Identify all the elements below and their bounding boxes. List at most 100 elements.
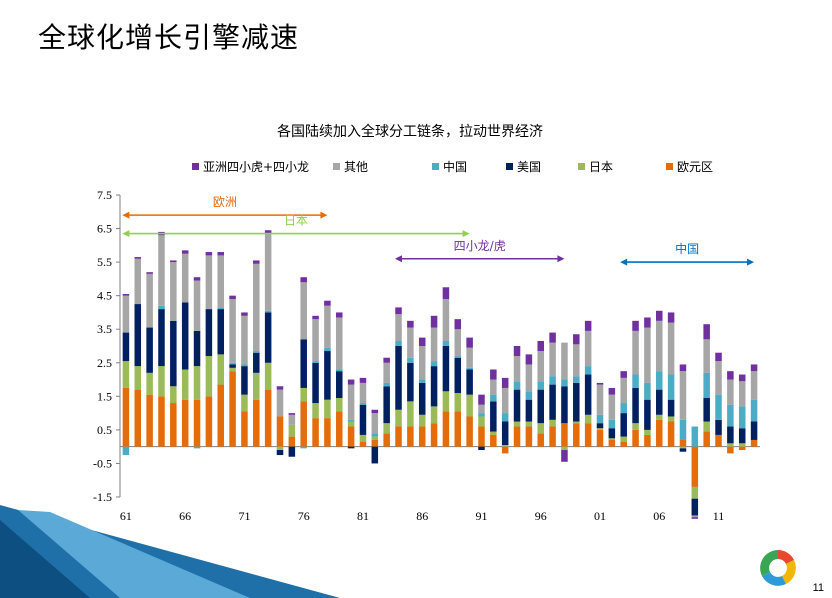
bar-segment — [288, 414, 296, 425]
bar-segment — [336, 369, 343, 372]
legend-label: 美国 — [517, 160, 541, 174]
bar-segment — [122, 361, 130, 388]
bar-segment — [561, 450, 568, 462]
bar-segment — [146, 273, 153, 328]
bar-segment — [122, 332, 130, 362]
bar-segment — [501, 413, 509, 422]
bar-segment — [573, 344, 580, 377]
bar-segment — [407, 357, 414, 363]
bar-segment — [407, 320, 414, 328]
bar-segment — [549, 332, 556, 343]
bar-segment — [383, 357, 390, 363]
bar-segment — [371, 439, 379, 447]
bar-segment — [703, 372, 710, 399]
bar-segment — [276, 450, 284, 456]
bar-segment — [715, 434, 722, 447]
bar-segment — [253, 351, 260, 353]
bar-segment — [644, 399, 651, 430]
decor-wedge-deep — [0, 520, 90, 598]
bar-segment — [478, 394, 485, 405]
bar-segment — [359, 434, 367, 442]
legend-swatch — [578, 163, 585, 170]
bar-segment — [679, 371, 687, 420]
bar-segment — [549, 419, 556, 427]
bar-segment — [407, 426, 414, 447]
bar-segment — [584, 423, 592, 447]
bar-segment — [430, 315, 438, 328]
bar-segment — [738, 406, 746, 429]
annotation-label: 中国 — [675, 241, 699, 256]
bar-segment — [146, 372, 153, 395]
bar-segment — [703, 421, 710, 432]
bar-segment — [738, 374, 746, 382]
bar-segment — [122, 387, 130, 447]
bar-segment — [691, 446, 699, 487]
bar-segment — [608, 428, 616, 439]
bar-segment — [561, 423, 568, 447]
bar-segment — [501, 387, 509, 414]
y-tick-label: -1.5 — [93, 490, 112, 504]
bar-segment — [418, 414, 426, 427]
bar-segment — [395, 346, 402, 410]
bar-segment — [596, 384, 604, 415]
bar-segment — [537, 340, 544, 352]
bar-segment — [193, 446, 201, 449]
bar-segment — [383, 423, 390, 434]
bar-segment — [632, 423, 639, 430]
bar-segment — [336, 371, 343, 399]
legend-label: 日本 — [589, 160, 613, 174]
annotation-label: 四小龙/虎 — [454, 239, 506, 253]
bar-segment — [750, 399, 758, 422]
bar-segment — [596, 428, 604, 430]
bar-segment — [466, 394, 473, 417]
bar-segment — [561, 342, 568, 380]
bar-segment — [371, 446, 379, 464]
bar-segment — [158, 396, 165, 447]
bar-segment — [170, 403, 177, 447]
bar-segment — [395, 426, 402, 447]
bar-segment — [264, 310, 272, 313]
bar-segment — [134, 258, 142, 305]
bar-segment — [525, 364, 533, 392]
x-tick-label: 91 — [475, 509, 487, 523]
bar-segment — [620, 413, 627, 437]
bar-segment — [715, 419, 722, 435]
bar-segment — [146, 327, 153, 373]
bar-segment — [217, 309, 224, 355]
x-tick-label: 66 — [179, 509, 191, 523]
bar-segment — [454, 357, 462, 393]
bar-segment — [490, 394, 497, 402]
annotation-label: 日本 — [284, 214, 308, 228]
bar-segment — [324, 351, 331, 400]
bar-segment — [371, 409, 379, 414]
bar-segment — [193, 280, 201, 331]
bar-segment — [347, 419, 355, 422]
bar-segment — [347, 384, 355, 420]
bar-segment — [549, 426, 556, 447]
bar-segment — [691, 486, 699, 499]
bar-segment — [158, 235, 165, 306]
bar-segment — [122, 295, 130, 333]
bar-segment — [573, 376, 580, 383]
bar-segment — [253, 260, 260, 264]
bar-segment — [644, 429, 651, 435]
bar-segment — [205, 356, 213, 397]
bar-segment — [359, 377, 367, 383]
bar-segment — [584, 374, 592, 415]
bar-segment — [276, 386, 284, 390]
bar-segment — [442, 299, 450, 341]
bar-segment — [324, 399, 331, 419]
bar-segment — [288, 446, 296, 457]
bar-segment — [229, 371, 236, 447]
bar-segment — [608, 419, 616, 429]
bar-segment — [442, 287, 450, 300]
bar-segment — [620, 371, 627, 378]
bar-segment — [134, 366, 142, 390]
legend-swatch — [333, 163, 340, 170]
bar-segment — [181, 369, 189, 400]
bar-segment — [193, 399, 201, 447]
bar-segment — [667, 416, 675, 422]
bar-segment — [644, 317, 651, 328]
bar-segment — [573, 382, 580, 422]
